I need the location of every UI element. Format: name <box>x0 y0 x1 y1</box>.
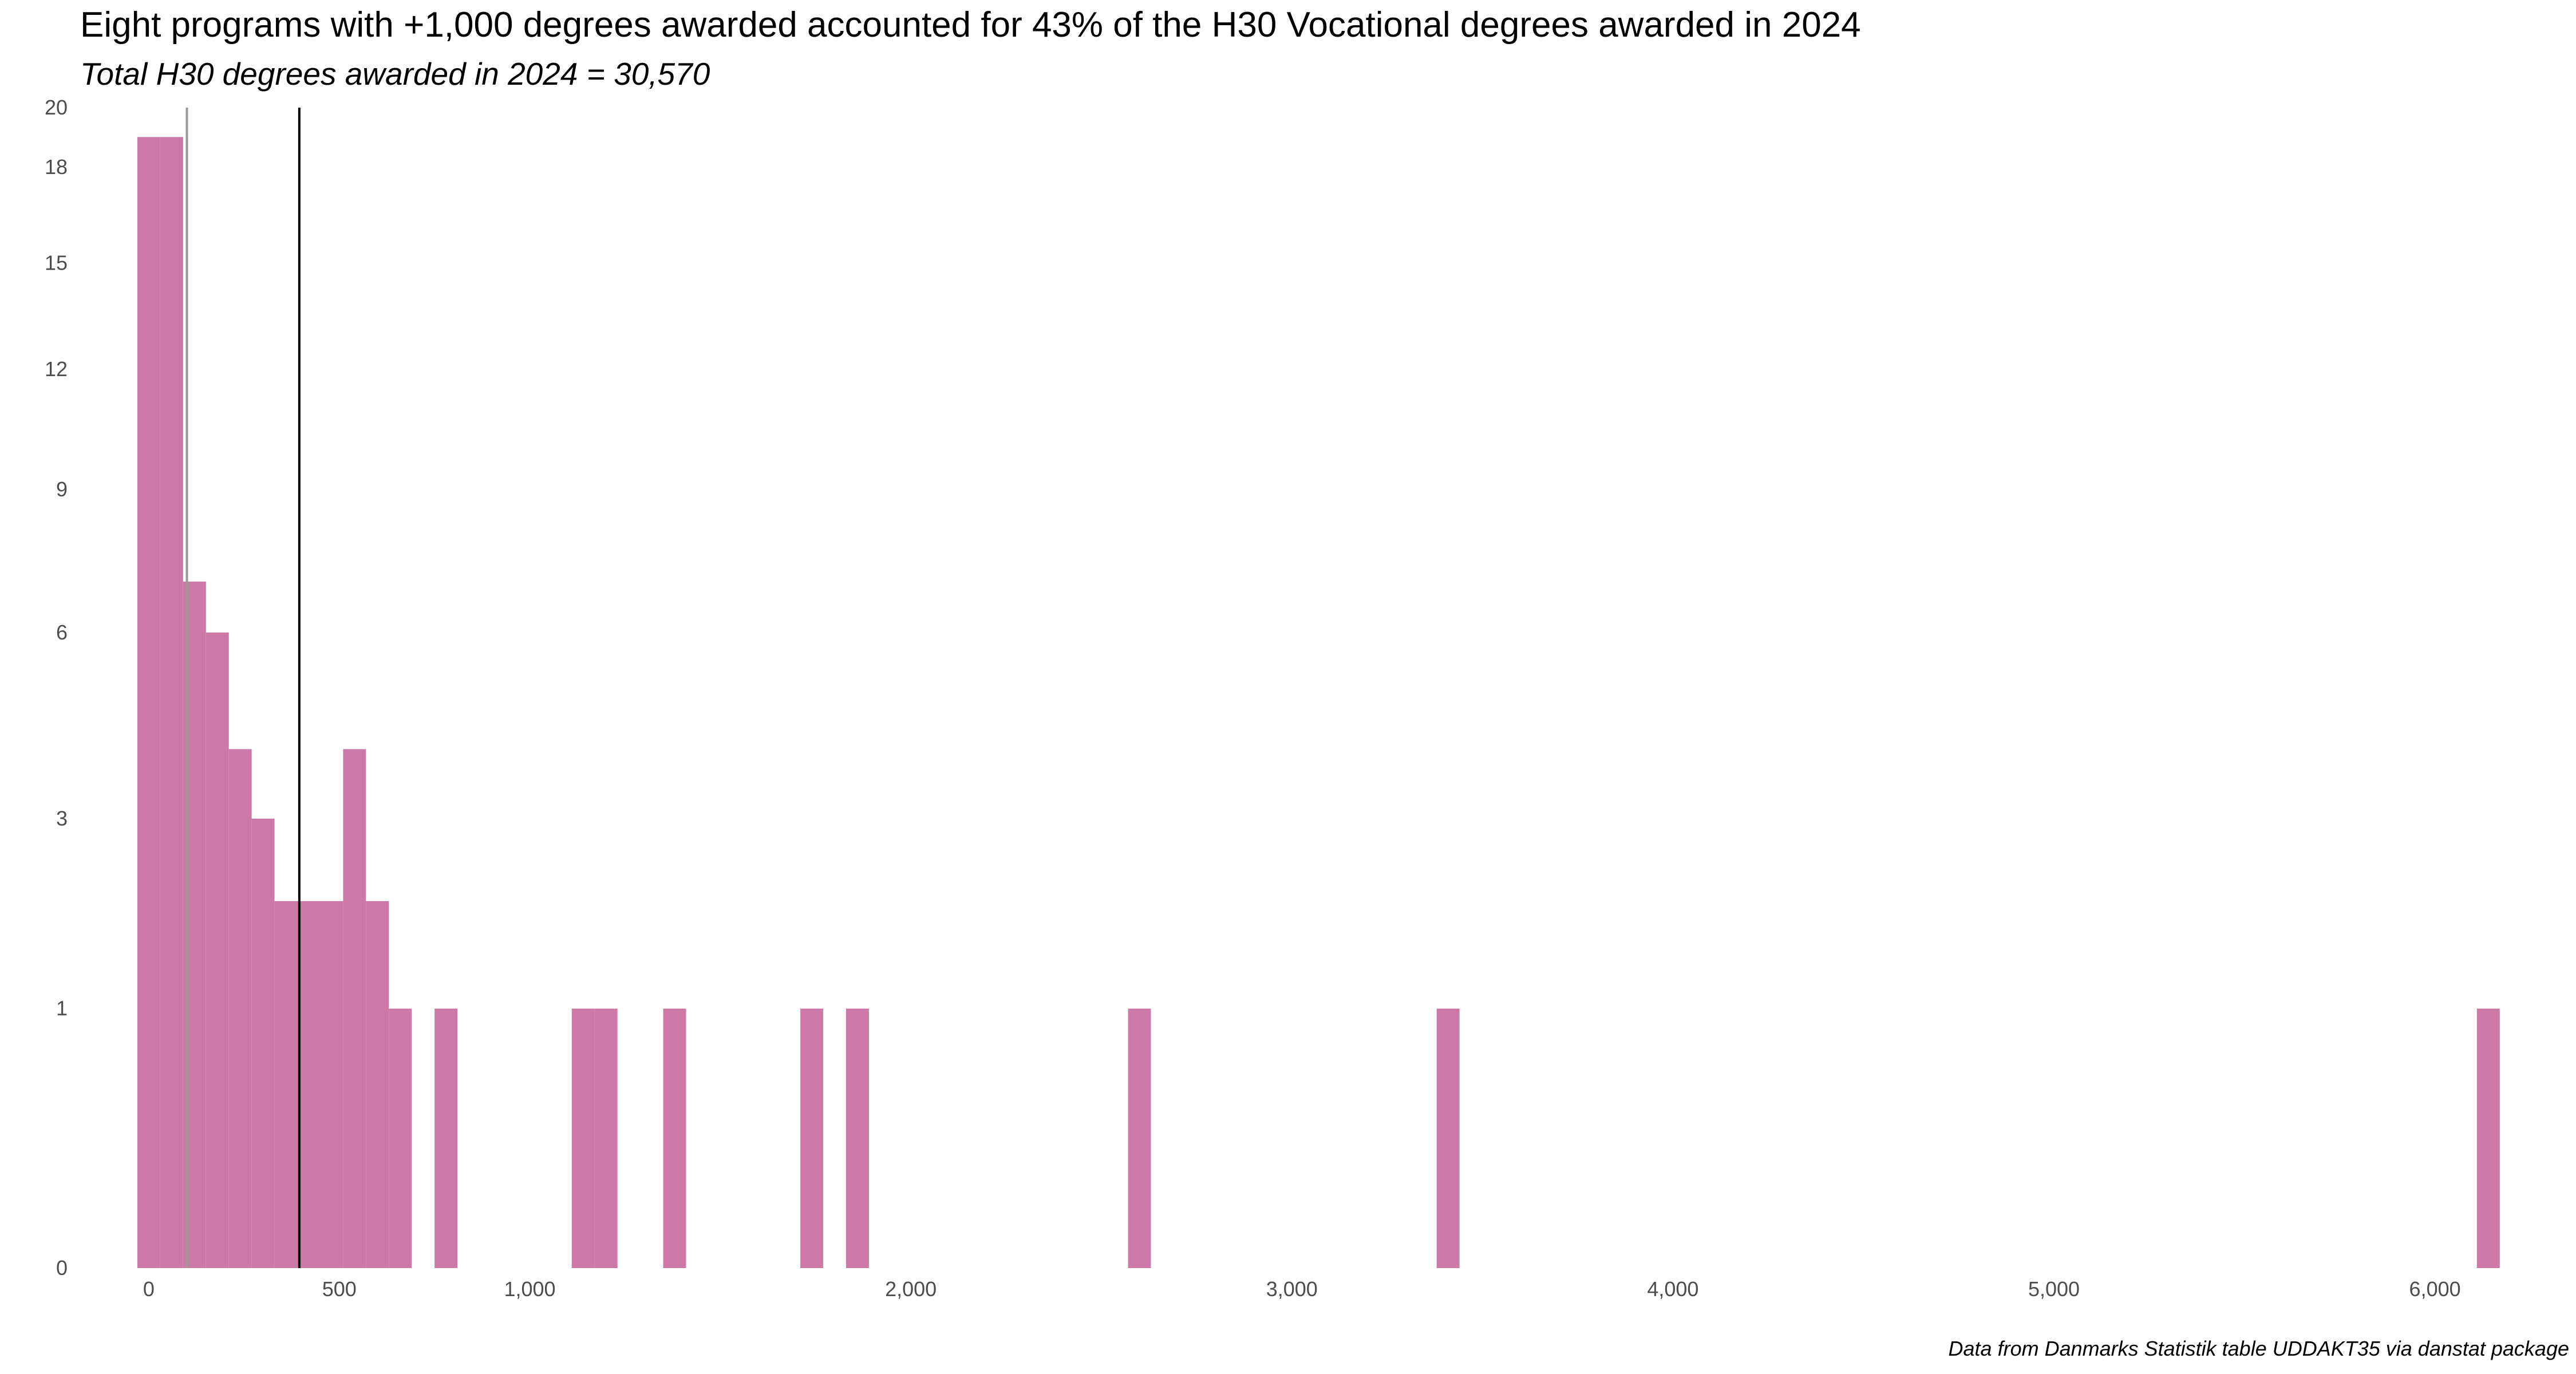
x-tick-label-3000: 3,000 <box>1266 1277 1318 1301</box>
y-tick-label-1: 1 <box>56 997 68 1020</box>
x-tick-label-4000: 4,000 <box>1647 1277 1698 1301</box>
y-tick-label-15: 15 <box>45 251 68 275</box>
histogram-bar-9 <box>343 749 366 1268</box>
histogram-bar-15 <box>663 1008 686 1268</box>
histogram-bar-0 <box>137 137 160 1268</box>
histogram-bar-14 <box>594 1008 618 1268</box>
histogram-bar-3 <box>206 632 229 1268</box>
histogram-bar-7 <box>297 901 321 1268</box>
histogram-bar-19 <box>1436 1008 1460 1268</box>
y-tick-label-12: 12 <box>45 357 68 381</box>
histogram-bar-8 <box>320 901 343 1268</box>
y-tick-label-6: 6 <box>56 621 68 644</box>
histogram-bar-5 <box>251 818 275 1268</box>
y-tick-label-20: 20 <box>45 96 68 119</box>
histogram-bar-1 <box>160 137 183 1268</box>
y-tick-label-18: 18 <box>45 155 68 179</box>
histogram-bar-13 <box>571 1008 595 1268</box>
y-tick-label-3: 3 <box>56 807 68 830</box>
x-tick-label-1000: 1,000 <box>504 1277 555 1301</box>
y-tick-label-9: 9 <box>56 477 68 501</box>
histogram-bars <box>137 137 2500 1269</box>
x-tick-label-0: 0 <box>143 1277 155 1301</box>
histogram-bar-6 <box>274 901 298 1268</box>
x-tick-label-500: 500 <box>322 1277 357 1301</box>
histogram-bar-20 <box>2476 1008 2500 1268</box>
x-tick-label-5000: 5,000 <box>2028 1277 2080 1301</box>
reference-lines <box>185 108 301 1268</box>
chart-title: Eight programs with +1,000 degrees award… <box>80 5 1861 45</box>
chart-subtitle: Total H30 degrees awarded in 2024 = 30,5… <box>80 56 710 92</box>
histogram-bar-10 <box>366 901 389 1268</box>
x-tick-label-2000: 2,000 <box>885 1277 937 1301</box>
x-tick-label-6000: 6,000 <box>2409 1277 2461 1301</box>
y-tick-label-0: 0 <box>56 1256 68 1280</box>
histogram-bar-12 <box>434 1008 458 1268</box>
y-axis-ticks: 0 1 3 6 9 12 15 18 20 <box>45 96 68 1280</box>
histogram-bar-11 <box>389 1008 412 1268</box>
x-axis-ticks: 0 500 1,000 2,000 3,000 4,000 5,000 6,000 <box>143 1277 2461 1301</box>
histogram-bar-4 <box>228 749 252 1268</box>
histogram-bar-17 <box>846 1008 869 1268</box>
chart-caption: Data from Danmarks Statistik table UDDAK… <box>1949 1337 2569 1360</box>
histogram-bar-18 <box>1128 1008 1151 1268</box>
histogram-bar-16 <box>800 1008 824 1268</box>
